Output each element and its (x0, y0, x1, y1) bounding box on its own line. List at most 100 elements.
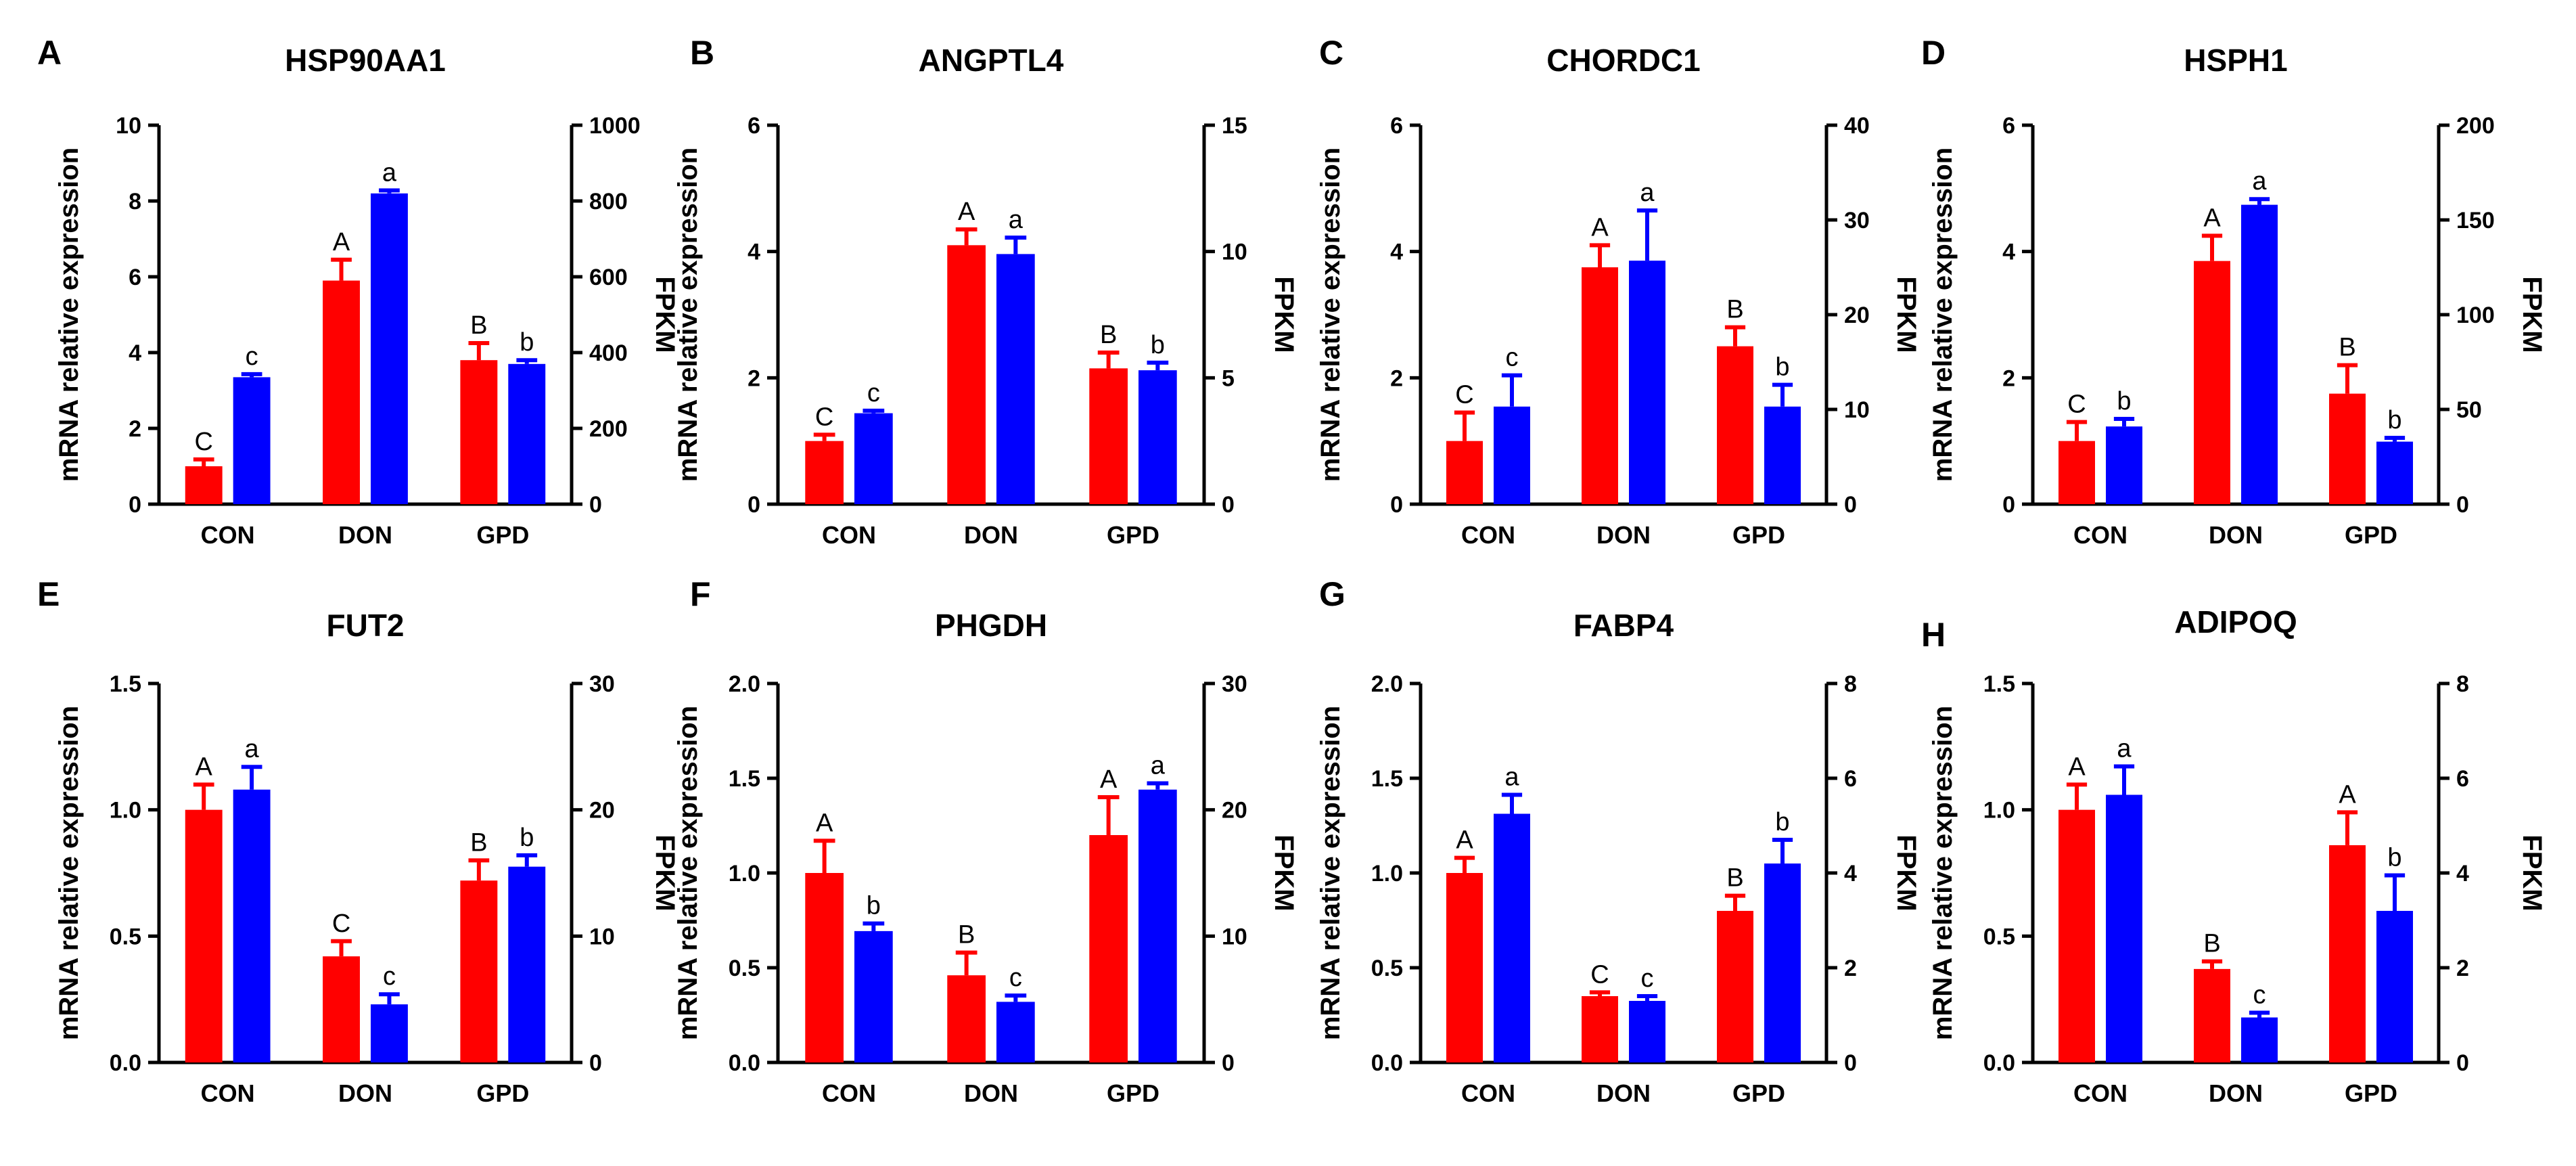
y-tick-label-left: 2 (1390, 365, 1403, 391)
y-tick-label-left: 8 (129, 189, 141, 215)
y-tick-label-right: 0 (1844, 1050, 1857, 1076)
fpkm-bar-gpd (1138, 370, 1177, 504)
error-bar (1724, 325, 1746, 346)
mrna-bar-con (1446, 873, 1483, 1062)
error-bar (2066, 420, 2088, 441)
mrna-bar-con (185, 809, 223, 1062)
error-bar (2337, 810, 2358, 845)
error-bar (468, 341, 490, 361)
y-tick-label-right: 6 (1844, 766, 1857, 792)
y-tick-label-left: 0.0 (1371, 1050, 1403, 1076)
error-bar (2384, 873, 2406, 911)
error-bar (241, 372, 262, 378)
y-axis-label: mRNA relative expression (1928, 148, 1958, 482)
y-tick-label-left: 4 (2002, 240, 2015, 265)
x-category-label: DON (964, 521, 1018, 549)
x-category-label: CON (822, 521, 876, 549)
x-category-label: DON (2209, 1079, 2263, 1107)
x-category-label: GPD (1107, 1079, 1159, 1107)
y-tick-label-right: 40 (1844, 113, 1870, 139)
significance-label: C (332, 910, 350, 938)
chart-title: FABP4 (1573, 608, 1674, 643)
y-axis-label: mRNA relative expression (54, 706, 84, 1040)
chart-panel-f: F PHGDH 0.0 0.5 1.0 1.5 2.0 0 10 20 30 mRNA relativ… (673, 575, 1299, 1107)
error-bar (2201, 233, 2223, 261)
error-bar (241, 765, 262, 790)
error-bar (1501, 792, 1523, 814)
significance-label: B (2339, 334, 2355, 362)
error-bar (331, 939, 352, 957)
y-tick-label-right: 2 (1844, 956, 1857, 981)
chart-title: CHORDC1 (1546, 43, 1700, 78)
fpkm-bar-con (854, 930, 893, 1062)
fpkm-bar-con (1494, 406, 1530, 504)
y-tick-label-left: 1.0 (1983, 798, 2015, 824)
mrna-bar-con (805, 441, 844, 504)
y-tick-label-left: 1.0 (1371, 861, 1403, 887)
x-category-label: CON (2073, 521, 2128, 549)
y-tick-label-left: 2 (748, 365, 760, 391)
mrna-bar-don (1582, 267, 1618, 504)
significance-label: b (1775, 808, 1789, 836)
fpkm-bar-con (2106, 426, 2142, 504)
significance-label: c (1506, 344, 1519, 372)
significance-label: a (1009, 206, 1024, 234)
significance-label: C (815, 403, 833, 431)
error-bar (1005, 236, 1027, 254)
x-category-label: CON (201, 1079, 255, 1107)
mrna-bar-don (323, 956, 360, 1062)
y-tick-label-right: 0 (1222, 492, 1235, 518)
x-category-label: DON (1596, 521, 1651, 549)
mrna-bar-don (323, 280, 360, 504)
mrna-bar-gpd (1089, 368, 1128, 504)
y-tick-label-left: 1.5 (1371, 766, 1403, 792)
error-bar (193, 457, 214, 466)
significance-label: C (2067, 390, 2086, 419)
error-bar (2337, 363, 2358, 394)
significance-label: A (1591, 213, 1609, 242)
y-tick-label-right: 0 (589, 492, 602, 518)
error-bar (862, 921, 885, 931)
significance-label: C (194, 428, 212, 456)
mrna-bar-gpd (1717, 911, 1753, 1062)
y-axis-label: mRNA relative expression (673, 706, 703, 1040)
mrna-bar-con (805, 873, 844, 1062)
mrna-bar-don (2194, 261, 2230, 504)
y-tick-label-left: 0.0 (729, 1050, 760, 1076)
fpkm-bar-don (1629, 261, 1665, 504)
mrna-bar-gpd (1089, 835, 1128, 1062)
panel-letter: D (1921, 34, 1946, 72)
panel-letter: B (690, 34, 714, 72)
y-axis-label: mRNA relative expression (1316, 706, 1346, 1040)
error-bar (2201, 959, 2223, 969)
fpkm-bar-con (2106, 794, 2142, 1062)
y-tick-label-left: 6 (1390, 113, 1403, 139)
significance-label: a (245, 735, 260, 763)
fpkm-bar-gpd (1764, 406, 1801, 504)
y-axis-label: mRNA relative expression (54, 148, 84, 482)
y-tick-label-left: 0 (1390, 492, 1403, 518)
y-tick-label-right: 30 (1844, 208, 1870, 233)
chart-panel-d: D HSPH1 0 2 4 6 0 50 100 150 200 mRNA relative expr… (1921, 34, 2547, 549)
x-category-label: CON (822, 1079, 876, 1107)
x-category-label: DON (2209, 521, 2263, 549)
error-bar (1589, 243, 1611, 267)
error-bar (1147, 360, 1169, 371)
significance-label: A (1456, 826, 1473, 855)
y-tick-label-right: 200 (589, 416, 628, 442)
fpkm-bar-gpd (2376, 911, 2413, 1062)
y-tick-label-left: 0 (748, 492, 760, 518)
error-bar (1501, 373, 1523, 407)
chart-panel-g: G FABP4 0.0 0.5 1.0 1.5 2.0 0 2 4 6 8 mRNA relative … (1316, 575, 1921, 1107)
fpkm-bar-don (2241, 1017, 2278, 1062)
y-tick-label-right: 2 (2456, 956, 2469, 981)
y-tick-label-left: 4 (1390, 240, 1403, 265)
y-tick-label-right: 10 (1222, 240, 1247, 265)
y-tick-label-right: 10 (1222, 924, 1247, 949)
significance-label: A (816, 809, 833, 837)
y-tick-label-right: 6 (2456, 766, 2469, 792)
y-tick-label-right: 20 (1844, 302, 1870, 328)
x-category-label: GPD (476, 1079, 529, 1107)
chart-panel-a: A HSP90AA1 0 2 4 6 8 10 0 200 400 600 800 1000 mRNA re… (37, 34, 680, 549)
mrna-bar-gpd (2329, 845, 2366, 1062)
